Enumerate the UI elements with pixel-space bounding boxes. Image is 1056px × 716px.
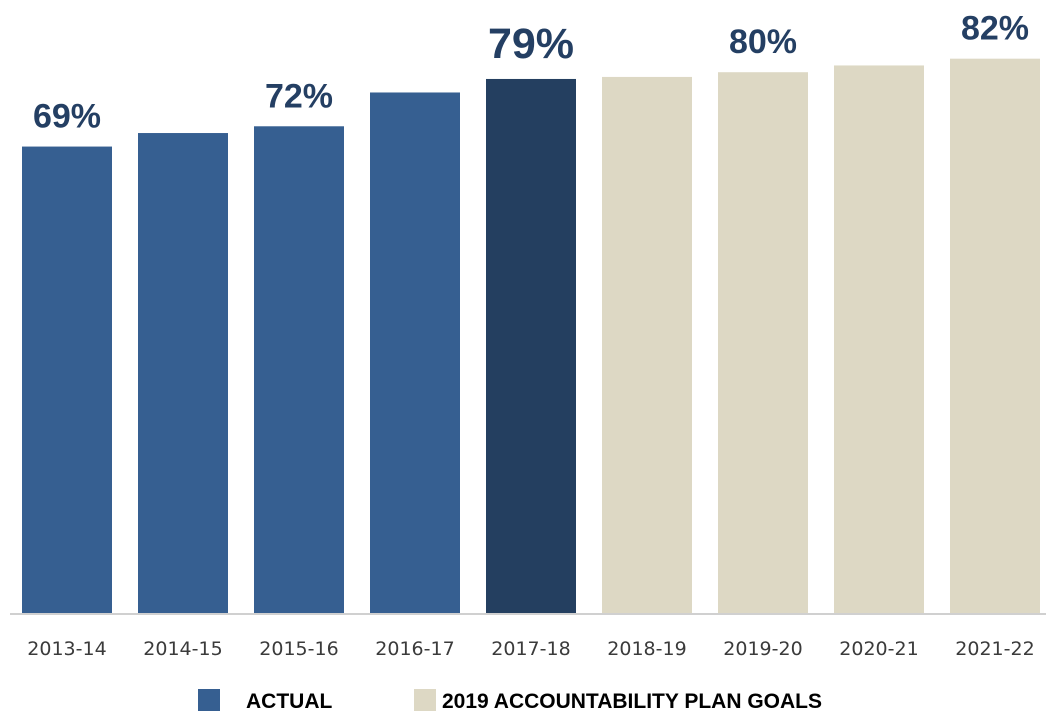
x-tick-labels: 2013-14 2014-15 2015-16 2016-17 2017-18 2018-… [27, 638, 1034, 660]
x-tick-label: 2015-16 [259, 638, 338, 660]
legend-swatch-actual [198, 689, 220, 711]
legend-label-goal: 2019 ACCOUNTABILITY PLAN GOALS [442, 690, 822, 713]
data-label-2017-18: 79% [488, 20, 574, 68]
x-tick-label: 2013-14 [27, 638, 106, 660]
x-tick-label: 2019-20 [723, 638, 802, 660]
legend-swatch-goal [414, 689, 436, 711]
x-tick-label: 2021-22 [955, 638, 1034, 660]
data-label-2015-16: 72% [265, 77, 333, 115]
data-label-2021-22: 82% [961, 10, 1029, 48]
legend-label-actual: ACTUAL [246, 690, 332, 713]
bar-2019-20 [718, 72, 808, 613]
data-label-2019-20: 80% [729, 23, 797, 61]
x-tick-label: 2014-15 [143, 638, 222, 660]
data-labels-layer: 69% 72% 79% 80% 82% [33, 10, 1029, 136]
bar-2013-14 [22, 146, 112, 613]
x-tick-label: 2016-17 [375, 638, 454, 660]
data-label-2013-14: 69% [33, 98, 101, 136]
x-tick-label: 2017-18 [491, 638, 570, 660]
bar-2015-16 [254, 126, 344, 613]
bar-2021-22 [950, 58, 1040, 614]
bar-2016-17 [370, 92, 460, 614]
bar-2014-15 [138, 133, 228, 614]
bars-layer [22, 58, 1040, 614]
bar-2017-18 [486, 78, 576, 613]
bar-2018-19 [602, 76, 692, 613]
legend: ACTUAL 2019 ACCOUNTABILITY PLAN GOALS [198, 689, 822, 713]
bar-2020-21 [834, 65, 924, 613]
x-tick-label: 2018-19 [607, 638, 686, 660]
x-tick-label: 2020-21 [839, 638, 918, 660]
